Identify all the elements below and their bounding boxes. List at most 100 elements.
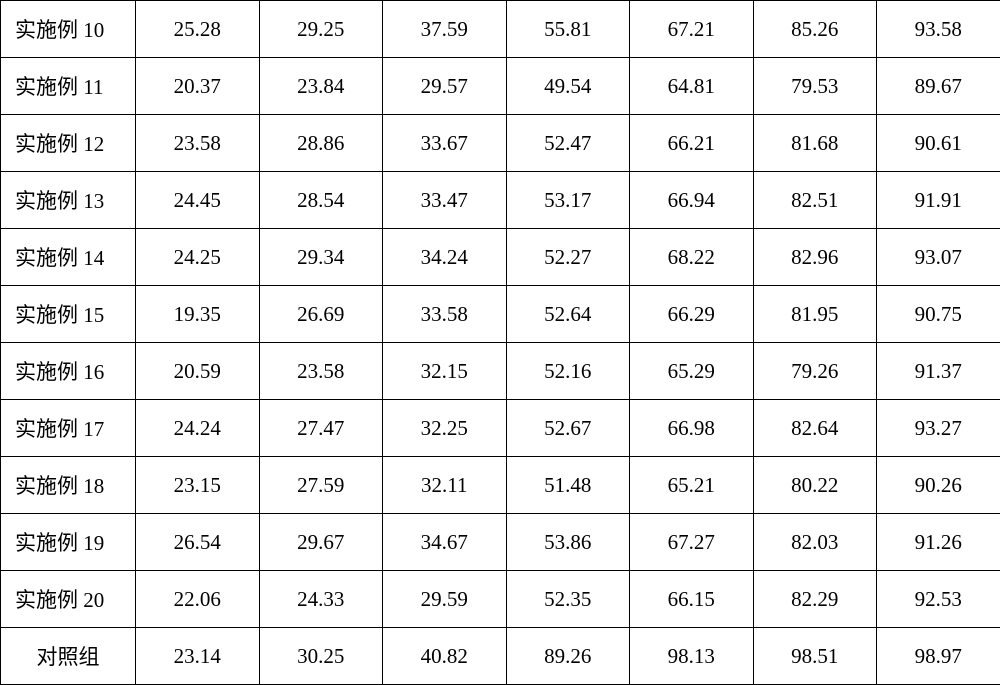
data-cell: 91.26 [877,514,1000,571]
data-cell: 65.21 [630,457,754,514]
data-cell: 92.53 [877,571,1000,628]
table-row: 实施例 1519.3526.6933.5852.6466.2981.9590.7… [1,286,1000,343]
data-cell: 85.26 [753,1,877,58]
data-cell: 64.81 [630,58,754,115]
data-cell: 33.58 [383,286,507,343]
data-cell: 24.45 [136,172,260,229]
table-row: 实施例 1620.5923.5832.1552.1665.2979.2691.3… [1,343,1000,400]
data-cell: 29.57 [383,58,507,115]
table-row: 实施例 1926.5429.6734.6753.8667.2782.0391.2… [1,514,1000,571]
data-cell: 25.28 [136,1,260,58]
table-row: 实施例 1025.2829.2537.5955.8167.2185.2693.5… [1,1,1000,58]
row-label: 实施例 17 [1,400,136,457]
data-cell: 34.24 [383,229,507,286]
data-cell: 29.34 [259,229,383,286]
data-cell: 29.59 [383,571,507,628]
data-cell: 66.98 [630,400,754,457]
table-row: 实施例 1223.5828.8633.6752.4766.2181.6890.6… [1,115,1000,172]
data-cell: 20.37 [136,58,260,115]
data-cell: 32.15 [383,343,507,400]
data-cell: 23.84 [259,58,383,115]
row-label: 实施例 13 [1,172,136,229]
data-cell: 52.16 [506,343,630,400]
row-label: 实施例 14 [1,229,136,286]
data-cell: 66.94 [630,172,754,229]
table-row: 实施例 2022.0624.3329.5952.3566.1582.2992.5… [1,571,1000,628]
data-cell: 24.25 [136,229,260,286]
row-label: 实施例 16 [1,343,136,400]
data-cell: 82.51 [753,172,877,229]
data-cell: 79.53 [753,58,877,115]
row-label: 实施例 18 [1,457,136,514]
data-table: 实施例 1025.2829.2537.5955.8167.2185.2693.5… [0,0,1000,685]
row-label: 实施例 10 [1,1,136,58]
table-row: 实施例 1120.3723.8429.5749.5464.8179.5389.6… [1,58,1000,115]
data-cell: 23.58 [259,343,383,400]
data-cell: 90.61 [877,115,1000,172]
data-cell: 67.21 [630,1,754,58]
data-cell: 93.27 [877,400,1000,457]
data-cell: 26.54 [136,514,260,571]
data-cell: 82.29 [753,571,877,628]
table-row: 实施例 1424.2529.3434.2452.2768.2282.9693.0… [1,229,1000,286]
data-cell: 68.22 [630,229,754,286]
data-cell: 81.95 [753,286,877,343]
data-cell: 24.33 [259,571,383,628]
data-cell: 91.91 [877,172,1000,229]
data-cell: 52.67 [506,400,630,457]
data-cell: 20.59 [136,343,260,400]
data-cell: 29.67 [259,514,383,571]
data-cell: 33.47 [383,172,507,229]
data-cell: 82.64 [753,400,877,457]
data-cell: 23.58 [136,115,260,172]
data-cell: 93.07 [877,229,1000,286]
data-table-container: 实施例 1025.2829.2537.5955.8167.2185.2693.5… [0,0,1000,676]
data-cell: 19.35 [136,286,260,343]
data-cell: 49.54 [506,58,630,115]
data-cell: 32.25 [383,400,507,457]
data-cell: 55.81 [506,1,630,58]
data-cell: 52.35 [506,571,630,628]
data-cell: 81.68 [753,115,877,172]
data-cell: 91.37 [877,343,1000,400]
data-cell: 27.59 [259,457,383,514]
row-label: 实施例 15 [1,286,136,343]
table-row: 实施例 1324.4528.5433.4753.1766.9482.5191.9… [1,172,1000,229]
data-cell: 53.17 [506,172,630,229]
data-cell: 23.15 [136,457,260,514]
data-cell: 52.47 [506,115,630,172]
data-cell: 53.86 [506,514,630,571]
row-label: 实施例 19 [1,514,136,571]
data-cell: 28.54 [259,172,383,229]
data-cell: 79.26 [753,343,877,400]
data-cell: 82.03 [753,514,877,571]
data-cell: 80.22 [753,457,877,514]
data-cell: 32.11 [383,457,507,514]
data-cell: 90.75 [877,286,1000,343]
data-cell: 52.27 [506,229,630,286]
data-cell: 51.48 [506,457,630,514]
data-cell: 65.29 [630,343,754,400]
data-cell: 67.27 [630,514,754,571]
table-row: 实施例 1724.2427.4732.2552.6766.9882.6493.2… [1,400,1000,457]
data-cell: 33.67 [383,115,507,172]
data-cell: 66.21 [630,115,754,172]
data-cell: 82.96 [753,229,877,286]
data-cell: 28.86 [259,115,383,172]
data-cell: 34.67 [383,514,507,571]
data-cell: 93.58 [877,1,1000,58]
row-label: 实施例 12 [1,115,136,172]
data-cell: 37.59 [383,1,507,58]
data-cell: 89.67 [877,58,1000,115]
data-cell: 90.26 [877,457,1000,514]
data-cell: 66.29 [630,286,754,343]
data-cell: 29.25 [259,1,383,58]
data-cell: 66.15 [630,571,754,628]
data-cell: 26.69 [259,286,383,343]
table-row: 实施例 1823.1527.5932.1151.4865.2180.2290.2… [1,457,1000,514]
data-cell: 24.24 [136,400,260,457]
data-cell: 22.06 [136,571,260,628]
data-cell: 27.47 [259,400,383,457]
row-label: 实施例 20 [1,571,136,628]
row-label: 实施例 11 [1,58,136,115]
